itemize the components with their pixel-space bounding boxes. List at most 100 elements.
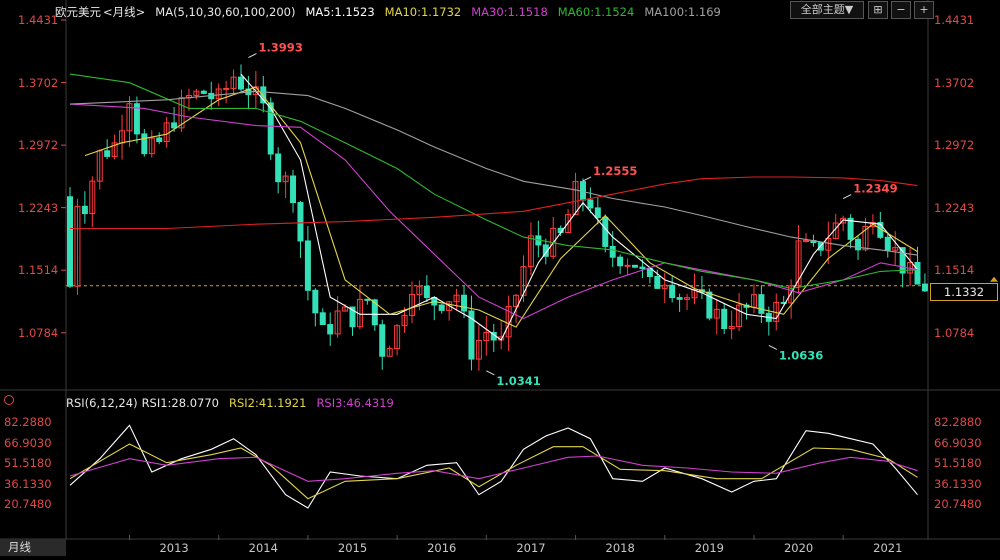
candle-body — [275, 153, 282, 183]
candle-body — [290, 175, 297, 204]
candle-body — [394, 325, 401, 350]
candle-body — [237, 76, 244, 90]
candle-body — [661, 284, 668, 289]
candle-body — [133, 103, 140, 135]
candle-body — [178, 97, 185, 129]
ma-line-ma5 — [240, 73, 918, 341]
candle-body — [921, 283, 928, 292]
candle-body — [565, 214, 572, 234]
candle-body — [587, 199, 594, 209]
candle-body — [780, 301, 787, 304]
candle-body — [802, 240, 809, 243]
candle-body — [594, 207, 601, 218]
rsi-tick-left: 51.5180 — [4, 456, 52, 471]
candle-body — [617, 256, 624, 267]
candle-body — [453, 294, 460, 303]
x-tick: 2017 — [516, 541, 546, 555]
candle-body — [736, 304, 743, 327]
rsi-tick-left: 36.1330 — [4, 476, 52, 491]
symbol-title: 欧元美元 — [55, 5, 101, 19]
ma100-value: MA100:1.169 — [644, 5, 721, 19]
rsi-tick-left: 66.9030 — [4, 435, 52, 450]
header-legend: 欧元美元 <月线> MA(5,10,30,60,100,200) MA5:1.1523… — [55, 4, 731, 20]
indicator-settings-icon[interactable] — [4, 395, 14, 405]
candle-body — [74, 205, 81, 287]
candle-body — [899, 247, 906, 274]
x-tick: 2015 — [337, 541, 368, 555]
rsi-line-rsi3 — [69, 455, 918, 482]
candle-body — [319, 312, 326, 326]
candle-body — [527, 235, 534, 268]
rsi-label: RSI(6,12,24) — [66, 396, 138, 410]
ma-line-ma200 — [70, 176, 918, 230]
candle-body — [200, 90, 207, 94]
candle-body — [721, 308, 728, 330]
candle-body — [646, 268, 653, 277]
candle-body — [728, 325, 735, 330]
candle-body — [572, 181, 579, 216]
ma-line-ma60 — [69, 73, 918, 290]
candle-body — [855, 238, 862, 251]
candle-body — [542, 244, 549, 257]
candle-body — [884, 236, 891, 251]
candle-body — [609, 245, 616, 258]
candle-body — [349, 306, 356, 328]
minus-icon[interactable]: − — [891, 1, 911, 19]
candle-body — [684, 297, 691, 300]
candle-body — [104, 150, 111, 157]
theme-dropdown-button[interactable]: 全部主题▼ — [790, 1, 864, 19]
candle-body — [282, 175, 289, 183]
candle-body — [81, 205, 88, 215]
candle-body — [371, 299, 378, 326]
candle-body — [632, 264, 639, 268]
rsi-tick-right: 20.7480 — [934, 497, 982, 512]
y-tick-right: 1.2972 — [934, 138, 975, 153]
candle-body — [758, 294, 765, 314]
annotation-label: 1.2349 — [853, 182, 897, 196]
candle-body — [171, 122, 178, 129]
rsi-line-rsi2 — [69, 443, 918, 500]
candle-body — [483, 332, 490, 341]
y-tick-left: 1.4431 — [18, 13, 59, 27]
price-arrow-icon — [990, 276, 998, 282]
period-tab[interactable]: 月线 — [0, 539, 66, 556]
candle-body — [148, 137, 155, 155]
annotation-leader — [842, 194, 852, 200]
candle-body — [230, 76, 237, 89]
candle-body — [669, 284, 676, 299]
candle-body — [267, 102, 274, 155]
candle-body — [141, 133, 148, 155]
candle-body — [379, 324, 386, 357]
y-tick-left: 1.1514 — [18, 263, 59, 278]
x-tick: 2013 — [159, 541, 189, 555]
candle-body — [111, 142, 118, 157]
candle-body — [423, 285, 430, 298]
candle-body — [602, 216, 609, 247]
y-tick-left: 1.3702 — [18, 75, 59, 90]
current-price-tag: 1.1332 — [930, 283, 998, 301]
crosshair-icon[interactable]: ⊞ — [868, 1, 888, 19]
y-tick-right: 1.1514 — [934, 263, 975, 278]
rsi-legend: RSI(6,12,24) RSI1:28.0770 RSI2:41.1921 RSI3… — [66, 396, 404, 410]
plus-icon[interactable]: + — [914, 1, 934, 19]
annotation-label: 1.0636 — [779, 348, 823, 362]
ma-line-ma100 — [69, 90, 918, 256]
y-tick-right: 1.3702 — [934, 75, 975, 90]
candle-body — [513, 294, 520, 307]
annotation-leader — [768, 345, 778, 350]
x-tick: 2014 — [248, 541, 278, 555]
y-tick-right: 1.4431 — [934, 13, 975, 27]
x-tick: 2016 — [427, 541, 457, 555]
ma-line-ma30 — [69, 103, 918, 320]
y-tick-left: 1.2972 — [18, 138, 59, 153]
candle-body — [825, 237, 832, 251]
candle-body — [334, 310, 341, 335]
ma30-value: MA30:1.1518 — [471, 5, 548, 19]
candle-body — [847, 217, 854, 240]
candle-body — [892, 247, 899, 251]
rsi-tick-right: 66.9030 — [934, 435, 982, 450]
y-tick-right: 1.2243 — [934, 200, 975, 215]
x-tick: 2019 — [694, 541, 725, 555]
annotation-label: 1.3993 — [258, 41, 302, 55]
